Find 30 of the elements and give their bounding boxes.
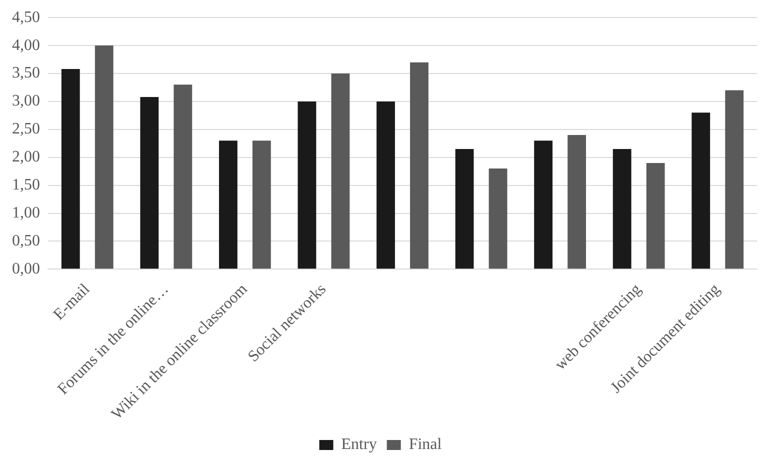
- bar: [174, 84, 192, 269]
- bar: [218, 140, 238, 269]
- bar: [646, 162, 665, 269]
- y-tick-label: 1,50: [12, 176, 40, 194]
- bar: [61, 69, 80, 269]
- bar: [488, 168, 508, 269]
- bar: [140, 96, 159, 269]
- y-tick-label: 4,50: [12, 8, 40, 26]
- y-tick-label: 1,00: [12, 204, 40, 222]
- bar: [410, 62, 428, 269]
- y-tick-label: 3,00: [12, 92, 40, 110]
- bar: [94, 46, 114, 269]
- bar: [568, 135, 586, 269]
- bar: [376, 101, 395, 269]
- y-tick-label: 0,00: [12, 260, 40, 278]
- bar: [298, 101, 316, 269]
- bar: [534, 140, 553, 269]
- y-tick-label: 2,00: [12, 148, 40, 166]
- bar: [725, 90, 744, 269]
- y-tick-label: 0,50: [12, 232, 40, 250]
- y-tick-label: 4,00: [12, 36, 40, 54]
- y-tick-label: 2,50: [12, 120, 40, 138]
- bar: [331, 74, 350, 269]
- bar: [692, 112, 710, 269]
- y-tick-label: 3,50: [12, 64, 40, 82]
- bar: [612, 148, 632, 269]
- legend-label: Final: [408, 436, 442, 454]
- bar: [455, 148, 474, 269]
- bar: [252, 140, 271, 269]
- legend-label: Entry: [341, 436, 377, 454]
